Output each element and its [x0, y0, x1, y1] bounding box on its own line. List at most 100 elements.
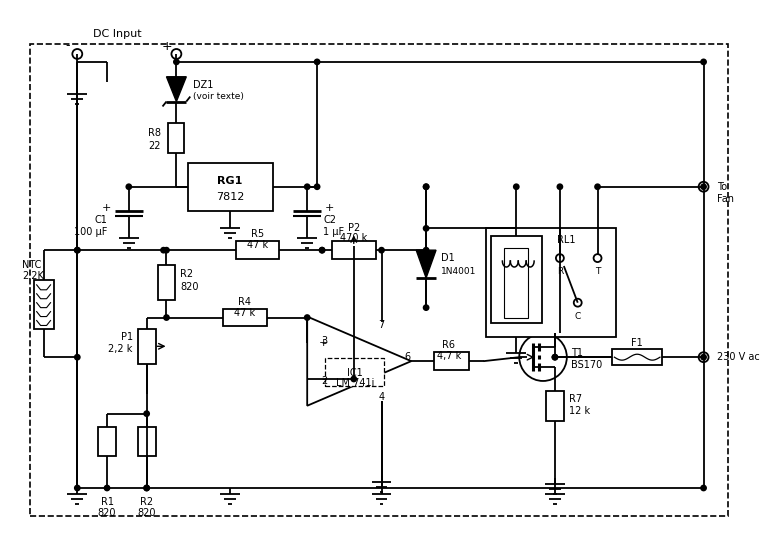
Text: 2: 2: [321, 376, 327, 386]
Polygon shape: [167, 77, 187, 101]
Text: R1: R1: [101, 497, 114, 507]
Circle shape: [594, 254, 601, 262]
Bar: [505, 248, 528, 317]
Text: Fan: Fan: [717, 193, 734, 204]
Circle shape: [552, 355, 558, 360]
Polygon shape: [307, 317, 411, 406]
Circle shape: [72, 49, 82, 59]
Text: 820: 820: [180, 282, 199, 292]
Text: 3: 3: [321, 336, 327, 346]
Text: 2.2K: 2.2K: [22, 271, 44, 281]
Text: -: -: [65, 40, 70, 53]
Text: NTC: NTC: [22, 260, 41, 270]
Circle shape: [164, 315, 169, 320]
Text: R2: R2: [180, 269, 194, 279]
Bar: [98, 427, 116, 456]
Text: T: T: [595, 267, 601, 277]
Bar: [485, 228, 617, 337]
Text: R2: R2: [140, 497, 154, 507]
Circle shape: [699, 352, 709, 362]
Text: 12 k: 12 k: [569, 406, 590, 416]
Bar: [168, 123, 184, 153]
Circle shape: [424, 248, 429, 252]
Text: 6: 6: [405, 352, 411, 362]
Circle shape: [351, 376, 356, 382]
Text: BS170: BS170: [571, 360, 602, 370]
Bar: [137, 427, 156, 456]
Text: 2,2 k: 2,2 k: [108, 344, 133, 354]
Circle shape: [701, 486, 706, 490]
Text: 100 μF: 100 μF: [74, 227, 107, 237]
Circle shape: [514, 184, 518, 189]
Text: R8: R8: [147, 128, 161, 138]
Text: DC Input: DC Input: [93, 29, 141, 39]
Circle shape: [315, 59, 319, 64]
Bar: [137, 330, 156, 364]
Bar: [546, 391, 564, 421]
Circle shape: [519, 333, 567, 381]
Circle shape: [424, 184, 429, 189]
Text: P1: P1: [121, 332, 133, 343]
Text: 7: 7: [379, 321, 385, 331]
Text: RL1: RL1: [557, 235, 575, 245]
Bar: [236, 241, 280, 259]
Bar: [325, 358, 385, 386]
Text: R: R: [557, 267, 563, 277]
Polygon shape: [416, 250, 436, 278]
Circle shape: [319, 248, 325, 252]
Text: To: To: [717, 182, 727, 192]
Text: +: +: [319, 338, 328, 348]
Circle shape: [127, 184, 131, 189]
Circle shape: [552, 355, 558, 360]
Text: +: +: [325, 203, 334, 213]
Text: D1: D1: [441, 253, 455, 263]
Circle shape: [144, 486, 149, 490]
Text: R7: R7: [569, 394, 582, 404]
Circle shape: [144, 486, 149, 490]
Text: IC1: IC1: [347, 368, 362, 378]
Bar: [434, 352, 468, 370]
Text: 47 k: 47 k: [234, 308, 255, 318]
Text: 4: 4: [379, 392, 385, 402]
Circle shape: [701, 355, 706, 360]
Text: 7812: 7812: [216, 192, 244, 202]
Bar: [612, 349, 662, 365]
Circle shape: [74, 248, 80, 252]
Text: 47 k: 47 k: [247, 240, 268, 250]
Text: 1 μF: 1 μF: [323, 227, 344, 237]
Circle shape: [556, 254, 564, 262]
Circle shape: [574, 299, 581, 307]
Circle shape: [319, 248, 325, 252]
Text: 1N4001: 1N4001: [441, 267, 476, 277]
Text: (voir texte): (voir texte): [194, 92, 244, 101]
Circle shape: [164, 248, 169, 252]
Circle shape: [315, 184, 319, 189]
Circle shape: [171, 49, 181, 59]
Text: RG1: RG1: [217, 176, 243, 186]
Bar: [157, 265, 175, 300]
Text: F1: F1: [631, 338, 643, 348]
Circle shape: [174, 59, 179, 64]
Text: 230 V ac: 230 V ac: [717, 352, 760, 362]
Text: R4: R4: [238, 297, 251, 307]
Text: DZ1: DZ1: [194, 80, 214, 90]
Circle shape: [424, 305, 429, 310]
Circle shape: [701, 59, 706, 64]
Text: T1: T1: [571, 348, 583, 358]
Bar: [188, 163, 273, 211]
Text: +: +: [101, 203, 111, 213]
Text: 22: 22: [148, 141, 161, 151]
Circle shape: [424, 184, 429, 189]
Circle shape: [379, 248, 384, 252]
Text: 470 k: 470 k: [340, 233, 367, 243]
Bar: [223, 309, 266, 326]
Text: R5: R5: [251, 229, 264, 239]
Bar: [332, 241, 376, 259]
Bar: [491, 236, 542, 324]
Circle shape: [104, 486, 110, 490]
Text: +: +: [161, 40, 172, 53]
Text: R6: R6: [442, 340, 455, 351]
Text: C: C: [574, 312, 581, 321]
Text: -: -: [321, 374, 325, 384]
Circle shape: [144, 411, 149, 416]
